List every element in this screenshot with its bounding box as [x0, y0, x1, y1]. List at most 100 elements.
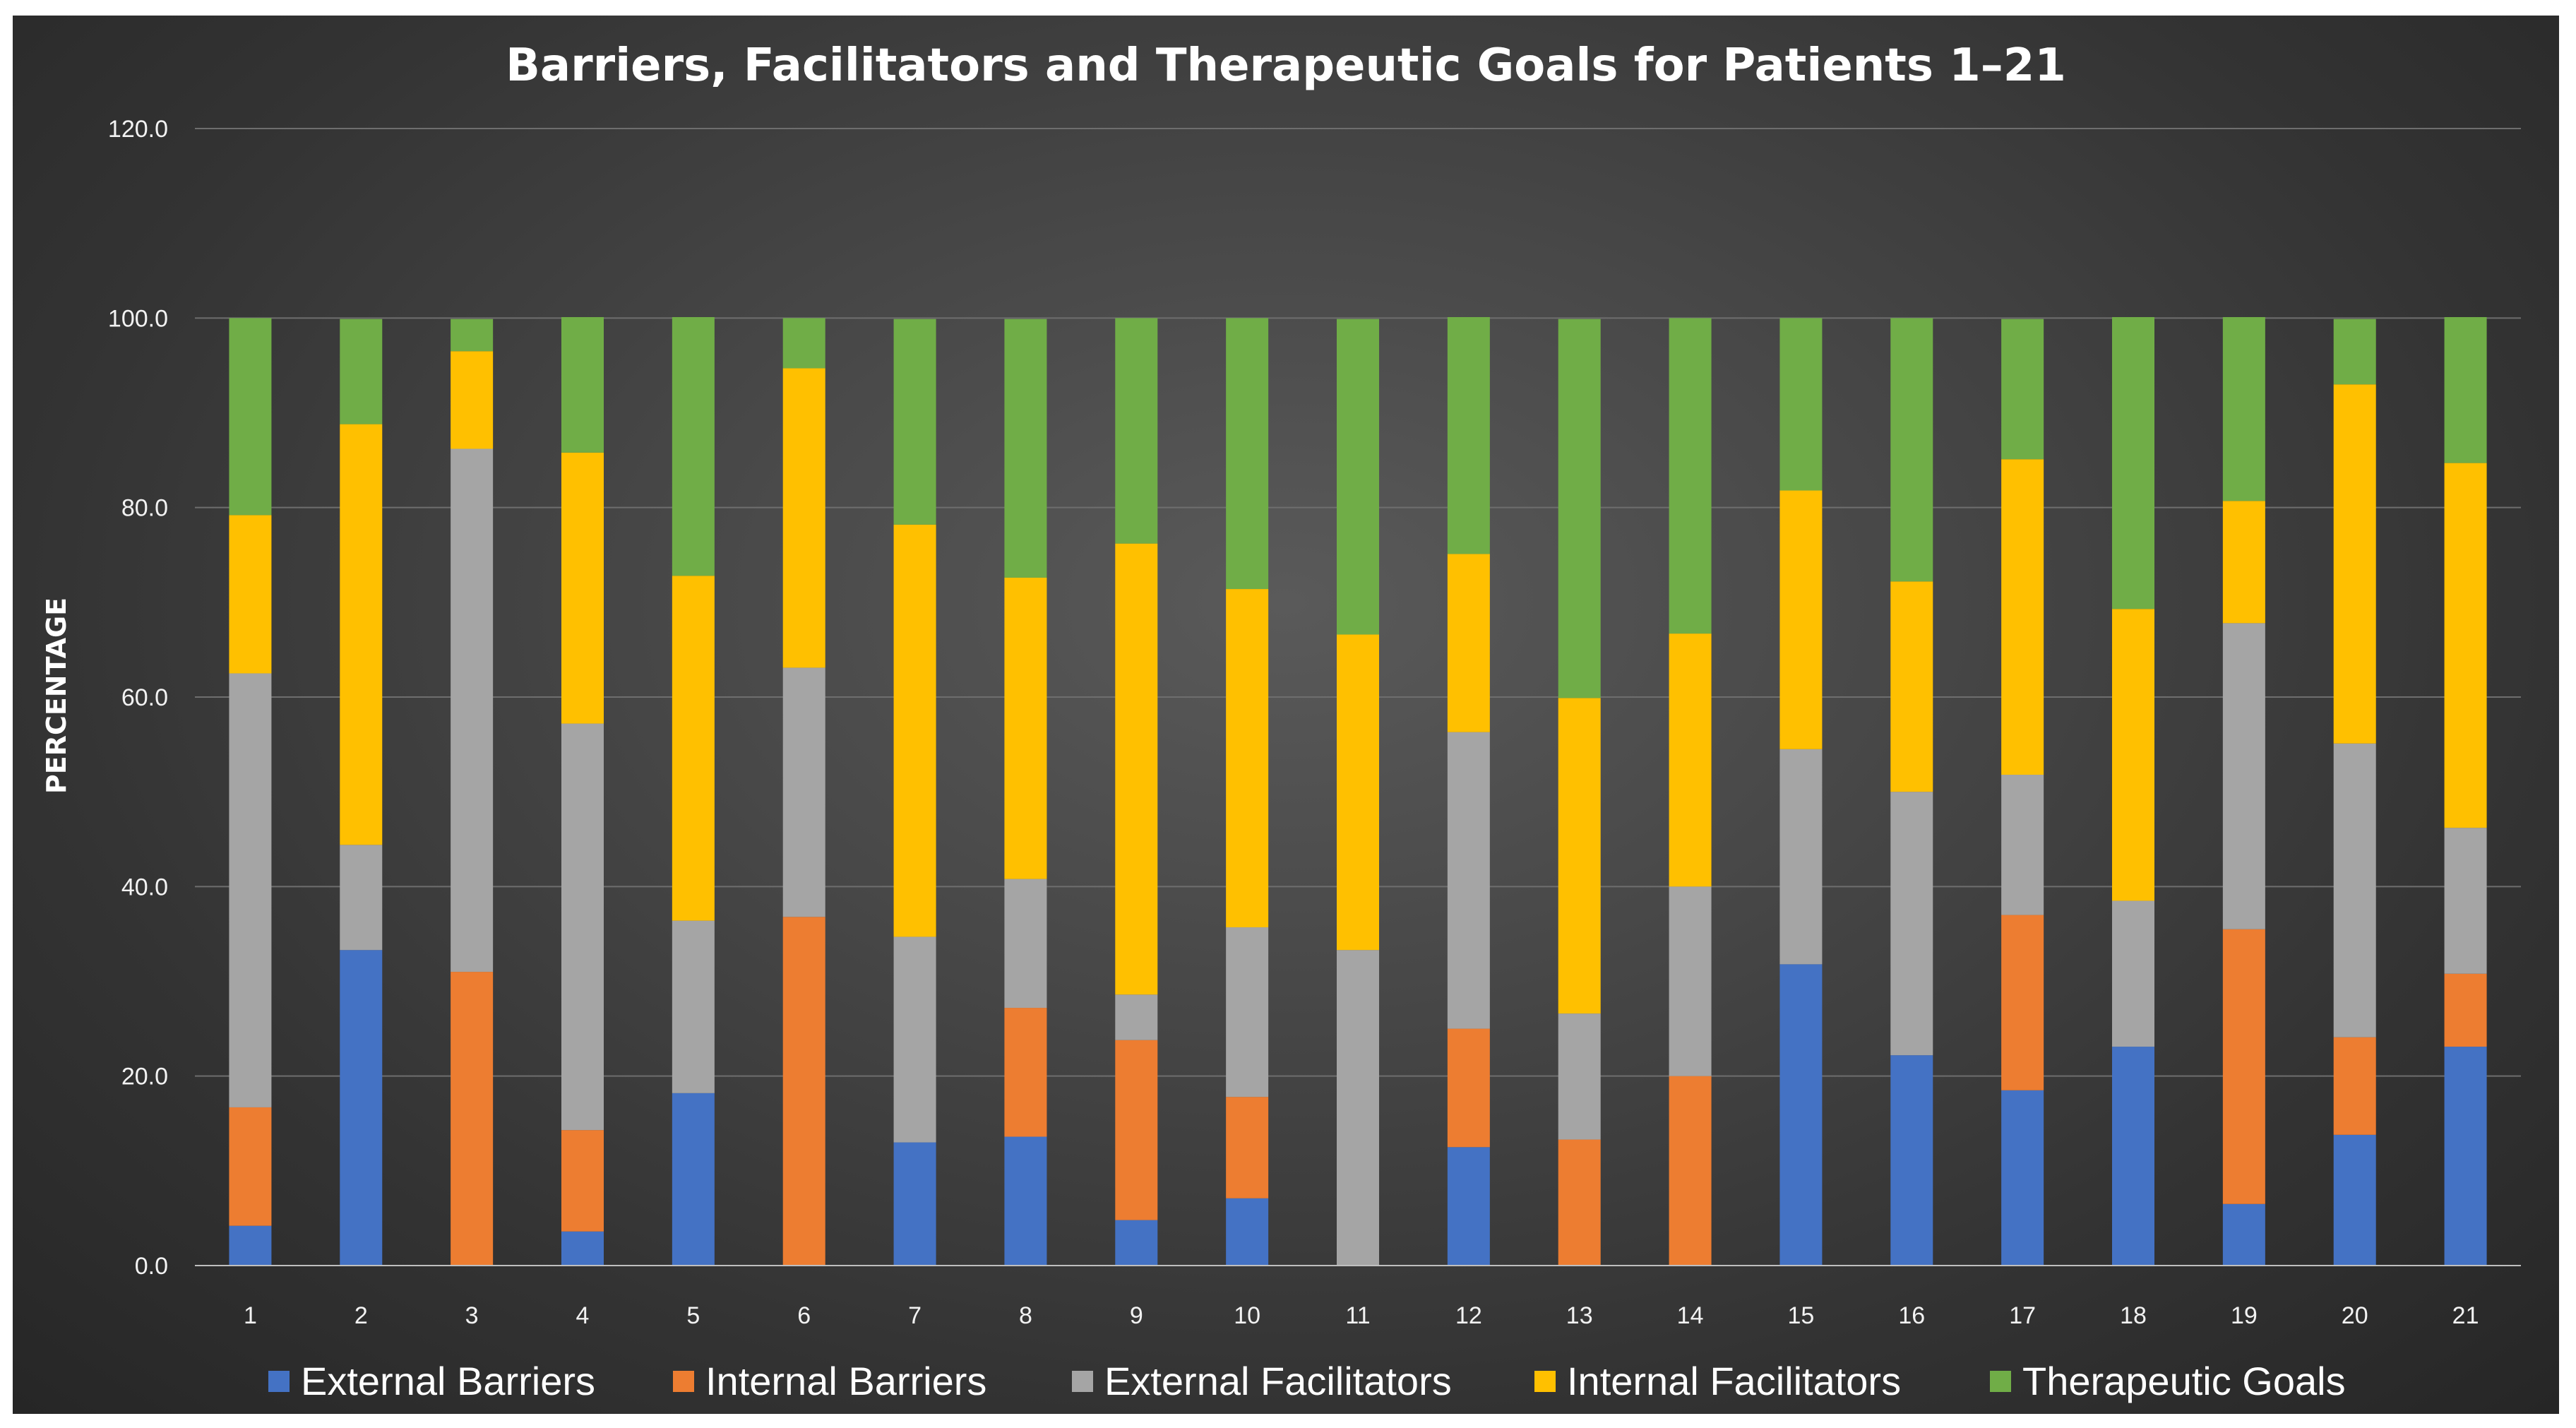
bars — [229, 316, 2487, 1266]
bar-segment-therapeutic-goals — [1337, 319, 1379, 635]
legend-label: External Facilitators — [1104, 1359, 1452, 1403]
bar-segment-internal-facilitators — [782, 368, 825, 668]
bar-segment-external-barriers — [672, 1093, 715, 1266]
bar-segment-internal-facilitators — [1447, 554, 1490, 732]
bar-stack-patient-14 — [1669, 318, 1712, 1266]
legend-item: Internal Facilitators — [1534, 1359, 1901, 1403]
bar-stack-patient-18 — [2112, 316, 2154, 1266]
bar-segment-internal-facilitators — [1779, 490, 1823, 749]
bar-stack-patient-16 — [1890, 318, 1933, 1266]
bar-segment-internal-facilitators — [1337, 634, 1379, 951]
bar-segment-external-facilitators — [1226, 927, 1269, 1097]
legend-swatch — [1990, 1371, 2011, 1392]
x-tick-label: 3 — [465, 1302, 479, 1329]
bar-segment-external-facilitators — [2333, 743, 2376, 1037]
bar-segment-external-facilitators — [1779, 749, 1823, 965]
bar-segment-external-facilitators — [2001, 775, 2044, 915]
chart-title: Barriers, Facilitators and Therapeutic G… — [506, 40, 2066, 92]
bar-stack-patient-17 — [2001, 319, 2044, 1266]
bar-stack-patient-3 — [451, 319, 494, 1266]
bar-segment-internal-facilitators — [1004, 577, 1047, 879]
bar-stack-patient-20 — [2333, 319, 2376, 1266]
bar-stack-patient-2 — [340, 319, 383, 1266]
x-tick-label: 11 — [1345, 1302, 1370, 1329]
legend-item: External Facilitators — [1072, 1359, 1452, 1403]
bar-segment-internal-facilitators — [2222, 501, 2265, 624]
bar-segment-external-barriers — [893, 1142, 936, 1266]
x-tick-label: 1 — [244, 1302, 257, 1329]
bar-segment-internal-facilitators — [1558, 698, 1601, 1014]
bar-segment-internal-facilitators — [1115, 543, 1158, 995]
y-tick-label: 80.0 — [121, 495, 168, 522]
bar-segment-external-barriers — [1226, 1198, 1269, 1266]
bar-segment-internal-facilitators — [229, 515, 272, 674]
legend-label: Internal Facilitators — [1567, 1359, 1901, 1403]
bar-segment-external-facilitators — [1337, 950, 1379, 1266]
bar-stack-patient-9 — [1115, 318, 1158, 1266]
x-tick-label: 18 — [2120, 1302, 2147, 1329]
bar-segment-therapeutic-goals — [561, 316, 604, 453]
bar-segment-external-facilitators — [2112, 900, 2154, 1047]
bar-segment-internal-facilitators — [340, 424, 383, 845]
bar-segment-therapeutic-goals — [451, 319, 494, 352]
bar-segment-external-barriers — [1447, 1147, 1490, 1266]
bar-segment-therapeutic-goals — [2444, 316, 2487, 463]
bar-segment-internal-barriers — [451, 972, 494, 1266]
bar-segment-internal-facilitators — [1669, 633, 1712, 887]
bar-segment-external-facilitators — [2222, 623, 2265, 929]
bar-segment-internal-barriers — [2001, 915, 2044, 1090]
bar-stack-patient-4 — [561, 316, 604, 1266]
y-axis-ticks: 0.0 20.0 40.0 60.0 80.0 100.0 120.0 — [108, 116, 168, 1280]
legend-label: Therapeutic Goals — [2022, 1359, 2346, 1403]
bar-segment-external-facilitators — [1558, 1013, 1601, 1140]
bar-segment-external-facilitators — [893, 936, 936, 1143]
bar-segment-internal-facilitators — [672, 576, 715, 921]
x-tick-label: 5 — [686, 1302, 700, 1329]
bar-segment-internal-barriers — [1226, 1097, 1269, 1198]
legend-swatch — [1534, 1371, 1556, 1392]
bar-segment-therapeutic-goals — [1558, 319, 1601, 698]
x-tick-label: 4 — [576, 1302, 590, 1329]
x-tick-label: 10 — [1234, 1302, 1260, 1329]
legend-label: Internal Barriers — [705, 1359, 986, 1403]
bar-segment-therapeutic-goals — [1447, 316, 1490, 554]
bar-segment-external-facilitators — [229, 673, 272, 1107]
bar-segment-internal-barriers — [2444, 973, 2487, 1047]
bar-segment-internal-facilitators — [2333, 384, 2376, 744]
x-tick-label: 14 — [1677, 1302, 1704, 1329]
bar-segment-external-barriers — [1004, 1136, 1047, 1266]
bar-stack-patient-8 — [1004, 319, 1047, 1266]
bar-stack-patient-6 — [782, 318, 825, 1266]
bar-segment-external-barriers — [2112, 1047, 2154, 1266]
y-tick-label: 40.0 — [121, 874, 168, 900]
bar-segment-internal-barriers — [229, 1107, 272, 1226]
bar-stack-patient-1 — [229, 318, 272, 1266]
bar-segment-internal-barriers — [1004, 1008, 1047, 1137]
bar-segment-external-facilitators — [451, 448, 494, 972]
chart-frame: Barriers, Facilitators and Therapeutic G… — [13, 16, 2559, 1414]
bar-segment-external-barriers — [2222, 1203, 2265, 1266]
x-tick-label: 17 — [2009, 1302, 2036, 1329]
bar-segment-therapeutic-goals — [1779, 318, 1823, 491]
bar-segment-external-facilitators — [1115, 994, 1158, 1040]
x-tick-label: 7 — [908, 1302, 922, 1329]
bar-segment-internal-facilitators — [1890, 581, 1933, 792]
bar-segment-internal-barriers — [1115, 1040, 1158, 1220]
bar-segment-therapeutic-goals — [1226, 318, 1269, 590]
bar-segment-therapeutic-goals — [1890, 318, 1933, 582]
legend-item: Therapeutic Goals — [1990, 1359, 2346, 1403]
bar-stack-patient-21 — [2444, 316, 2487, 1266]
legend: External Barriers Internal Barriers Extern… — [268, 1359, 2346, 1403]
bar-segment-therapeutic-goals — [2112, 316, 2154, 609]
legend-swatch — [268, 1371, 290, 1392]
x-tick-label: 13 — [1566, 1302, 1593, 1329]
x-tick-label: 6 — [797, 1302, 811, 1329]
bar-segment-therapeutic-goals — [2222, 316, 2265, 501]
bar-segment-external-barriers — [2444, 1047, 2487, 1266]
legend-swatch — [673, 1371, 694, 1392]
bar-segment-external-barriers — [2001, 1090, 2044, 1266]
bar-segment-internal-facilitators — [2112, 609, 2154, 901]
bar-segment-external-facilitators — [340, 845, 383, 951]
bar-stack-patient-7 — [893, 319, 936, 1266]
bar-segment-therapeutic-goals — [340, 319, 383, 424]
